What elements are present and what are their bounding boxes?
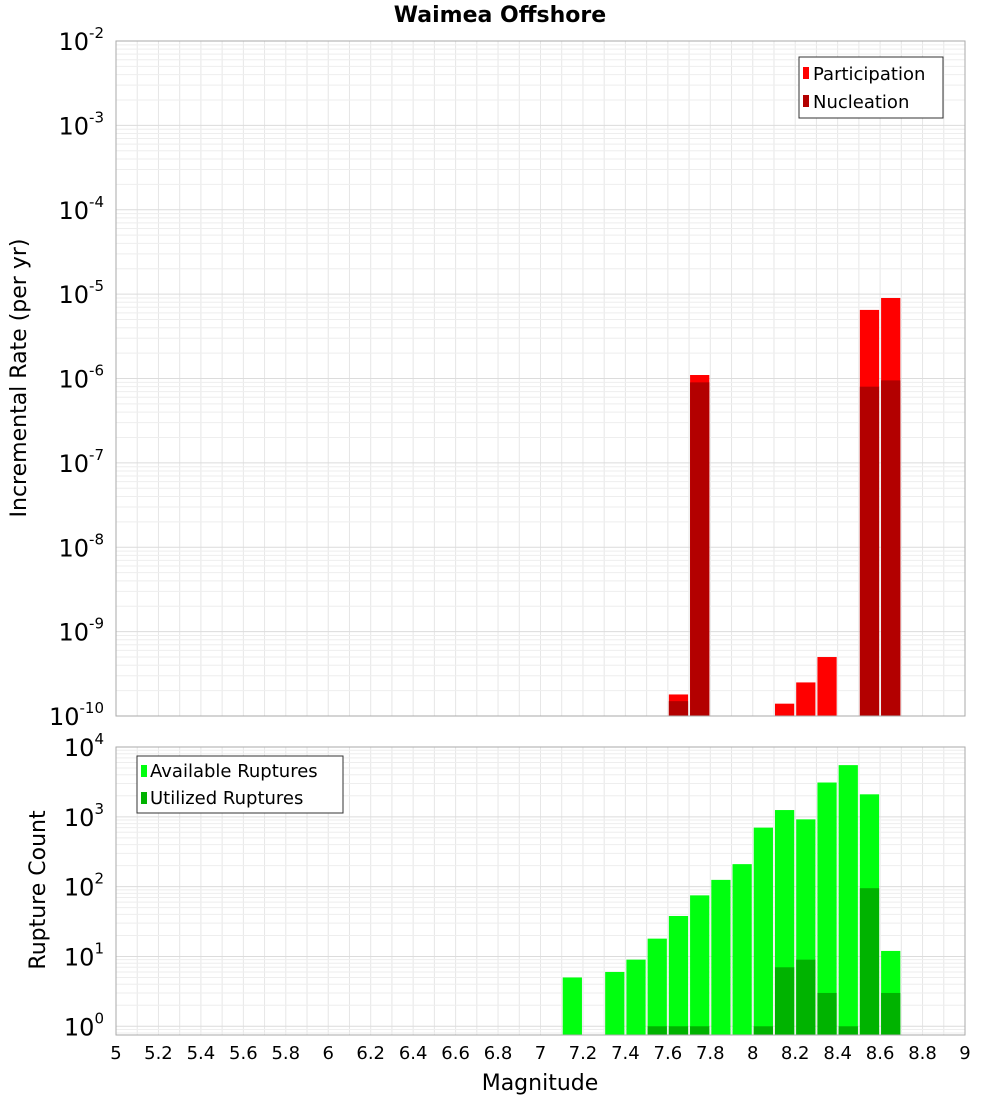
bottom-bar-available-ruptures — [817, 782, 837, 1035]
bottom-bar-utilized-ruptures — [838, 1026, 858, 1035]
x-tick-label: 5.4 — [187, 1043, 216, 1064]
x-tick-label: 7.6 — [654, 1043, 683, 1064]
x-tick-label: 8.4 — [823, 1043, 852, 1064]
top-y-tick-label: 10-8 — [58, 530, 104, 562]
x-tick-label: 8.8 — [908, 1043, 937, 1064]
x-axis-label: Magnitude — [482, 1071, 599, 1096]
top-bars — [668, 297, 901, 716]
top-grid — [115, 40, 966, 717]
bottom-bar-utilized-ruptures — [774, 967, 795, 1035]
chart-title: Waimea Offshore — [394, 3, 606, 28]
bottom-bar-available-ruptures — [753, 827, 773, 1035]
top-y-tick-label: 10-7 — [58, 446, 104, 478]
x-tick-label: 6.8 — [484, 1043, 513, 1064]
bottom-bars — [562, 765, 901, 1035]
bottom-bar-utilized-ruptures — [647, 1026, 667, 1035]
x-tick-label: 8.6 — [866, 1043, 895, 1064]
x-tick-labels: 5 5.2 5.4 5.6 5.8 6 6.2 6.4 6.6 6.8 7 7.2 7.4 7.6 7.8 8… — [110, 1043, 970, 1064]
top-y-tick-label: 10-4 — [58, 193, 104, 225]
top-y-tick-labels: 10-10 10-9 10-8 10-7 10-6 10-5 10-4 10-3 10-2 — [49, 24, 104, 731]
bottom-bar-available-ruptures — [732, 864, 752, 1035]
bottom-y-tick-label: 100 — [64, 1009, 104, 1041]
bottom-y-tick-label: 104 — [64, 730, 104, 762]
top-y-tick-label: 10-3 — [58, 108, 104, 140]
x-tick-label: 8.2 — [781, 1043, 810, 1064]
bottom-bar-available-ruptures — [711, 879, 731, 1035]
legend-utilized-label: Utilized Ruptures — [150, 788, 303, 809]
top-y-tick-label: 10-9 — [58, 615, 104, 647]
legend-nucleation-swatch — [803, 95, 809, 107]
bottom-bar-utilized-ruptures — [690, 1026, 710, 1035]
x-tick-label: 5.8 — [271, 1043, 300, 1064]
x-tick-label: 7.4 — [611, 1043, 640, 1064]
top-bar-participation — [817, 657, 837, 716]
bottom-bar-available-ruptures — [838, 765, 858, 1035]
x-tick-label: 6 — [323, 1043, 334, 1064]
bottom-y-tick-label: 102 — [64, 870, 104, 902]
top-y-tick-label: 10-5 — [58, 277, 104, 309]
legend-participation-swatch — [803, 67, 809, 79]
bottom-bar-utilized-ruptures — [753, 1026, 773, 1035]
bottom-plot-border — [115, 746, 966, 1036]
top-bar-nucleation — [881, 380, 901, 716]
top-y-tick-label: 10-10 — [49, 699, 104, 731]
top-legend-box — [798, 56, 944, 119]
bottom-bar-available-ruptures — [562, 977, 582, 1035]
x-tick-label: 5 — [110, 1043, 121, 1064]
bottom-bar-utilized-ruptures — [796, 959, 816, 1035]
top-bar-nucleation — [859, 386, 880, 716]
top-bar-nucleation — [668, 701, 689, 716]
x-tick-label: 6.2 — [356, 1043, 385, 1064]
bottom-bar-utilized-ruptures — [881, 992, 901, 1035]
top-plot-border — [115, 40, 966, 717]
top-bar-participation — [796, 682, 816, 716]
bottom-y-tick-label: 101 — [64, 939, 104, 971]
bottom-bar-available-ruptures — [647, 938, 667, 1035]
bottom-bar-utilized-ruptures — [859, 888, 880, 1035]
x-tick-label: 7.2 — [569, 1043, 598, 1064]
bottom-bar-available-ruptures — [690, 895, 710, 1035]
x-tick-label: 9 — [959, 1043, 970, 1064]
top-y-tick-label: 10-6 — [58, 362, 104, 394]
bottom-bar-available-ruptures — [626, 959, 646, 1035]
top-y-tick-label: 10-2 — [58, 24, 104, 56]
bottom-y-axis-label: Rupture Count — [26, 810, 51, 970]
legend-participation-label: Participation — [813, 64, 925, 85]
x-tick-label: 6.6 — [441, 1043, 470, 1064]
x-tick-label: 6.4 — [399, 1043, 428, 1064]
x-tick-label: 5.2 — [144, 1043, 173, 1064]
bottom-bar-available-ruptures — [668, 915, 689, 1035]
x-tick-label: 5.6 — [229, 1043, 258, 1064]
legend-nucleation-label: Nucleation — [813, 92, 909, 113]
bottom-legend-box — [136, 755, 344, 814]
legend-available-swatch — [141, 765, 147, 777]
bottom-y-tick-label: 103 — [64, 800, 104, 832]
bottom-bar-available-ruptures — [605, 971, 625, 1035]
bottom-bar-utilized-ruptures — [668, 1026, 689, 1035]
x-tick-label: 8 — [747, 1043, 758, 1064]
bottom-y-tick-labels: 100 101 102 103 104 — [64, 730, 104, 1041]
top-bar-nucleation — [690, 382, 710, 716]
x-tick-label: 7.8 — [696, 1043, 725, 1064]
top-bar-participation — [774, 703, 795, 716]
legend-available-label: Available Ruptures — [150, 761, 318, 782]
x-tick-label: 7 — [535, 1043, 546, 1064]
bottom-bar-utilized-ruptures — [817, 992, 837, 1035]
top-y-axis-label: Incremental Rate (per yr) — [7, 239, 32, 518]
bottom-legend: Available Ruptures Utilized Ruptures — [136, 755, 344, 814]
legend-utilized-swatch — [141, 792, 147, 804]
top-legend: Participation Nucleation — [798, 56, 944, 119]
